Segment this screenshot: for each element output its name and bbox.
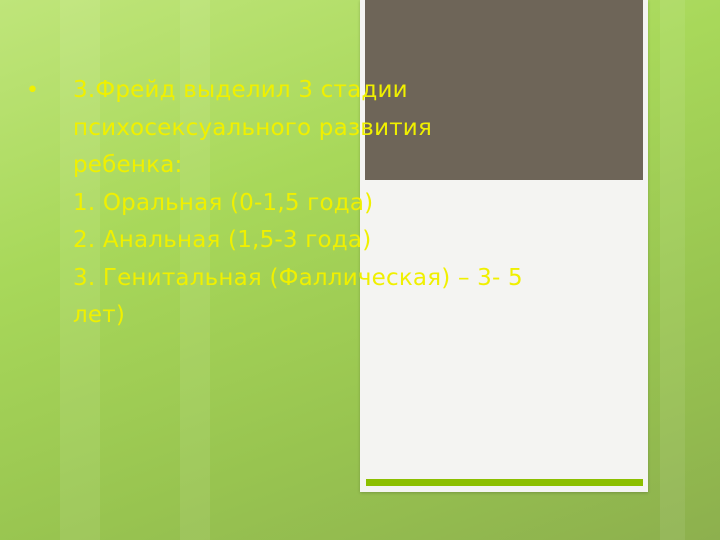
text-line: ребенка:	[73, 152, 183, 178]
text-line: 3.Фрейд выделил 3 стадии	[73, 77, 408, 103]
text-line: 2. Анальная (1,5-3 года)	[73, 227, 372, 253]
text-line: 3. Генитальная (Фаллическая) – 3- 5	[73, 264, 523, 291]
text-line: 1. Оральная (0-1,5 года)	[73, 189, 374, 216]
background-stripe	[660, 0, 685, 540]
text-line: лет)	[73, 302, 126, 328]
text-line: психосексуального развития	[73, 114, 432, 141]
dark-block	[365, 0, 643, 180]
background-stripe	[60, 0, 100, 540]
slide-body-text: 3.Фрейд выделил 3 стадии психосексуально…	[73, 72, 663, 335]
bullet-marker: •	[26, 78, 39, 103]
background-stripe	[180, 0, 210, 540]
accent-bar	[366, 479, 643, 486]
